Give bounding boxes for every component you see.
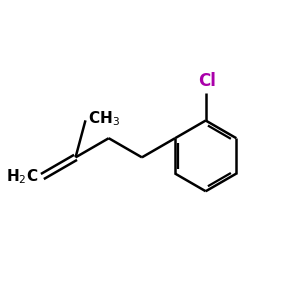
Text: CH$_3$: CH$_3$ (88, 110, 120, 128)
Text: Cl: Cl (198, 72, 216, 90)
Text: H$_2$C: H$_2$C (7, 167, 39, 186)
